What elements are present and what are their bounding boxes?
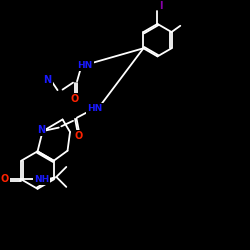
Text: HN: HN [78,61,93,70]
Text: I: I [160,2,163,12]
Text: O: O [1,174,9,184]
Text: NH: NH [34,175,49,184]
Text: HN: HN [88,104,103,113]
Text: N: N [44,75,52,85]
Text: O: O [71,94,79,104]
Text: N: N [37,125,46,135]
Text: O: O [75,131,83,141]
